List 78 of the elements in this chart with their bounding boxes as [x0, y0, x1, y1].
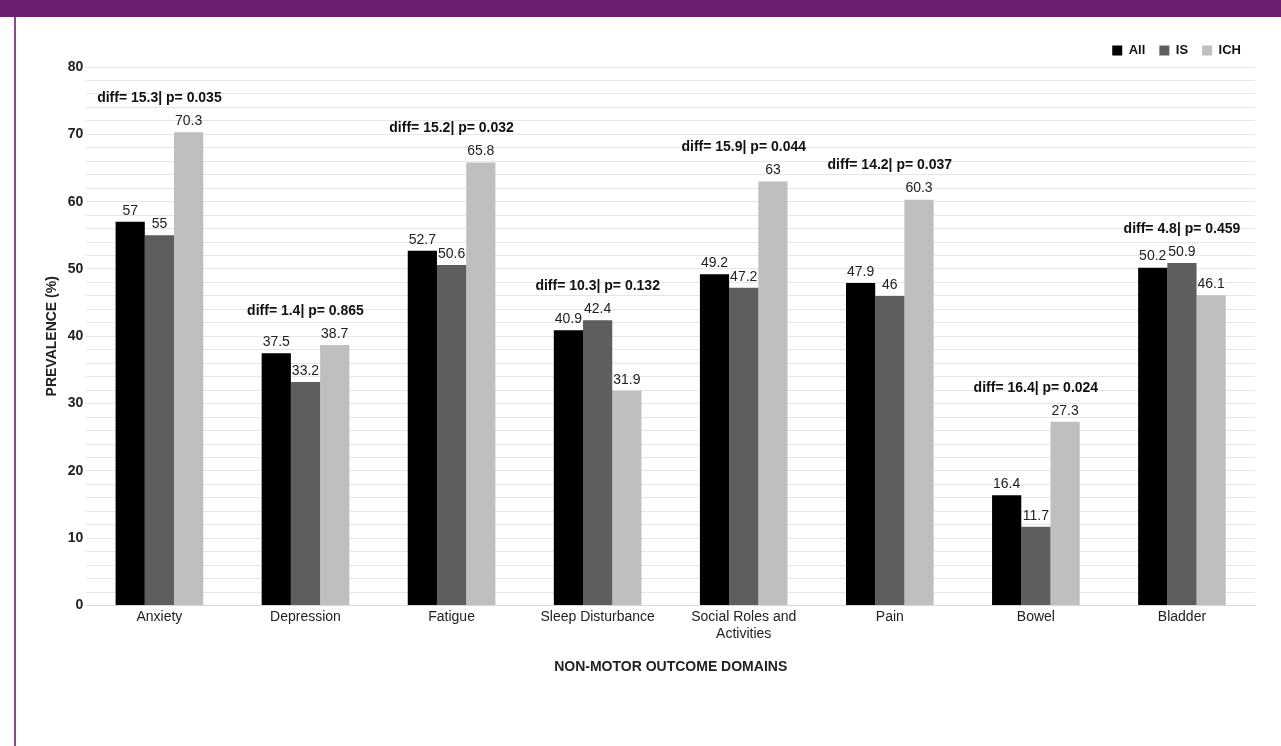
annotation: diff= 15.2| p= 0.032: [389, 119, 515, 136]
data-label: 47.9: [846, 262, 875, 279]
legend-label: ICH: [1218, 42, 1241, 58]
data-label: 38.7: [321, 324, 349, 341]
y-tick-label: 60: [67, 192, 84, 209]
bar: [845, 283, 876, 606]
bar: [553, 330, 584, 606]
bar: [699, 274, 730, 606]
data-label: 27.3: [1051, 401, 1079, 418]
data-label: 50.9: [1168, 242, 1196, 259]
y-axis-title: PREVALENCE (%): [43, 276, 60, 397]
data-label: 16.4: [993, 475, 1021, 492]
annotation: diff= 15.9| p= 0.044: [681, 138, 807, 155]
annotation: diff= 15.3| p= 0.035: [97, 89, 222, 106]
bar: [174, 132, 204, 606]
bar: [1138, 267, 1168, 606]
bar: [290, 382, 321, 606]
bar: [261, 353, 291, 606]
x-tick-label: Social Roles and Activities: [691, 607, 797, 641]
y-tick-label: 50: [67, 259, 84, 276]
x-tick-label: Fatigue: [428, 607, 476, 624]
y-tick-label: 70: [67, 125, 84, 142]
data-label: 47.2: [730, 267, 758, 284]
bar: [407, 250, 437, 606]
y-tick-label: 80: [67, 57, 84, 74]
data-label: 50.2: [1139, 247, 1167, 264]
data-label: 31.9: [613, 370, 641, 387]
bar: [992, 495, 1022, 606]
data-label: 46: [882, 275, 898, 292]
bar: [144, 235, 175, 606]
annotation: diff= 4.8| p= 0.459: [1123, 219, 1241, 236]
data-label: 40.9: [554, 310, 583, 327]
annotation: diff= 10.3| p= 0.132: [535, 277, 661, 293]
data-label: 55: [151, 215, 168, 232]
legend-label: IS: [1175, 42, 1189, 58]
bar: [583, 320, 613, 606]
legend-label: All: [1128, 42, 1146, 58]
y-tick-label: 0: [75, 596, 84, 613]
bar: [1021, 526, 1051, 606]
y-tick-label: 20: [67, 461, 84, 478]
bar: [115, 221, 145, 606]
bar: [729, 287, 759, 606]
x-tick-label: Pain: [875, 607, 904, 624]
y-tick-label: 30: [67, 394, 84, 411]
bar: [1050, 421, 1080, 606]
data-label: 33.2: [291, 361, 320, 378]
data-label: 49.2: [700, 254, 729, 271]
bar: [320, 345, 350, 606]
y-tick-label: 10: [67, 529, 84, 546]
bar: [612, 390, 642, 606]
data-label: 11.7: [1022, 506, 1050, 523]
x-tick-label: Bowel: [1016, 607, 1055, 624]
x-tick-label: Depression: [270, 607, 341, 624]
bar: [875, 295, 905, 606]
annotation: diff= 1.4| p= 0.865: [247, 301, 365, 318]
annotation: diff= 16.4| p= 0.024: [973, 378, 1099, 395]
bar: [466, 162, 496, 606]
data-label: 65.8: [467, 142, 495, 159]
x-tick-label: Bladder: [1157, 607, 1207, 624]
y-tick-label: 40: [67, 327, 84, 344]
x-tick-label: Sleep Disturbance: [540, 607, 656, 624]
bar: [1196, 295, 1226, 606]
data-label: 57: [122, 201, 139, 218]
bar: [1167, 262, 1197, 606]
data-label: 46.1: [1197, 275, 1226, 292]
data-label: 42.4: [584, 300, 612, 316]
bar: [904, 199, 934, 606]
data-label: 70.3: [175, 112, 203, 129]
bar: [758, 181, 788, 606]
data-label: 50.6: [437, 244, 466, 261]
x-tick-label: Anxiety: [136, 607, 183, 624]
data-label: 37.5: [262, 332, 291, 349]
data-label: 63: [765, 161, 781, 178]
x-axis-title: NON-MOTOR OUTCOME DOMAINS: [554, 658, 788, 675]
annotation: diff= 14.2| p= 0.037: [827, 156, 953, 173]
bar: [436, 264, 467, 606]
data-label: 52.7: [408, 230, 437, 247]
data-label: 60.3: [905, 179, 933, 196]
